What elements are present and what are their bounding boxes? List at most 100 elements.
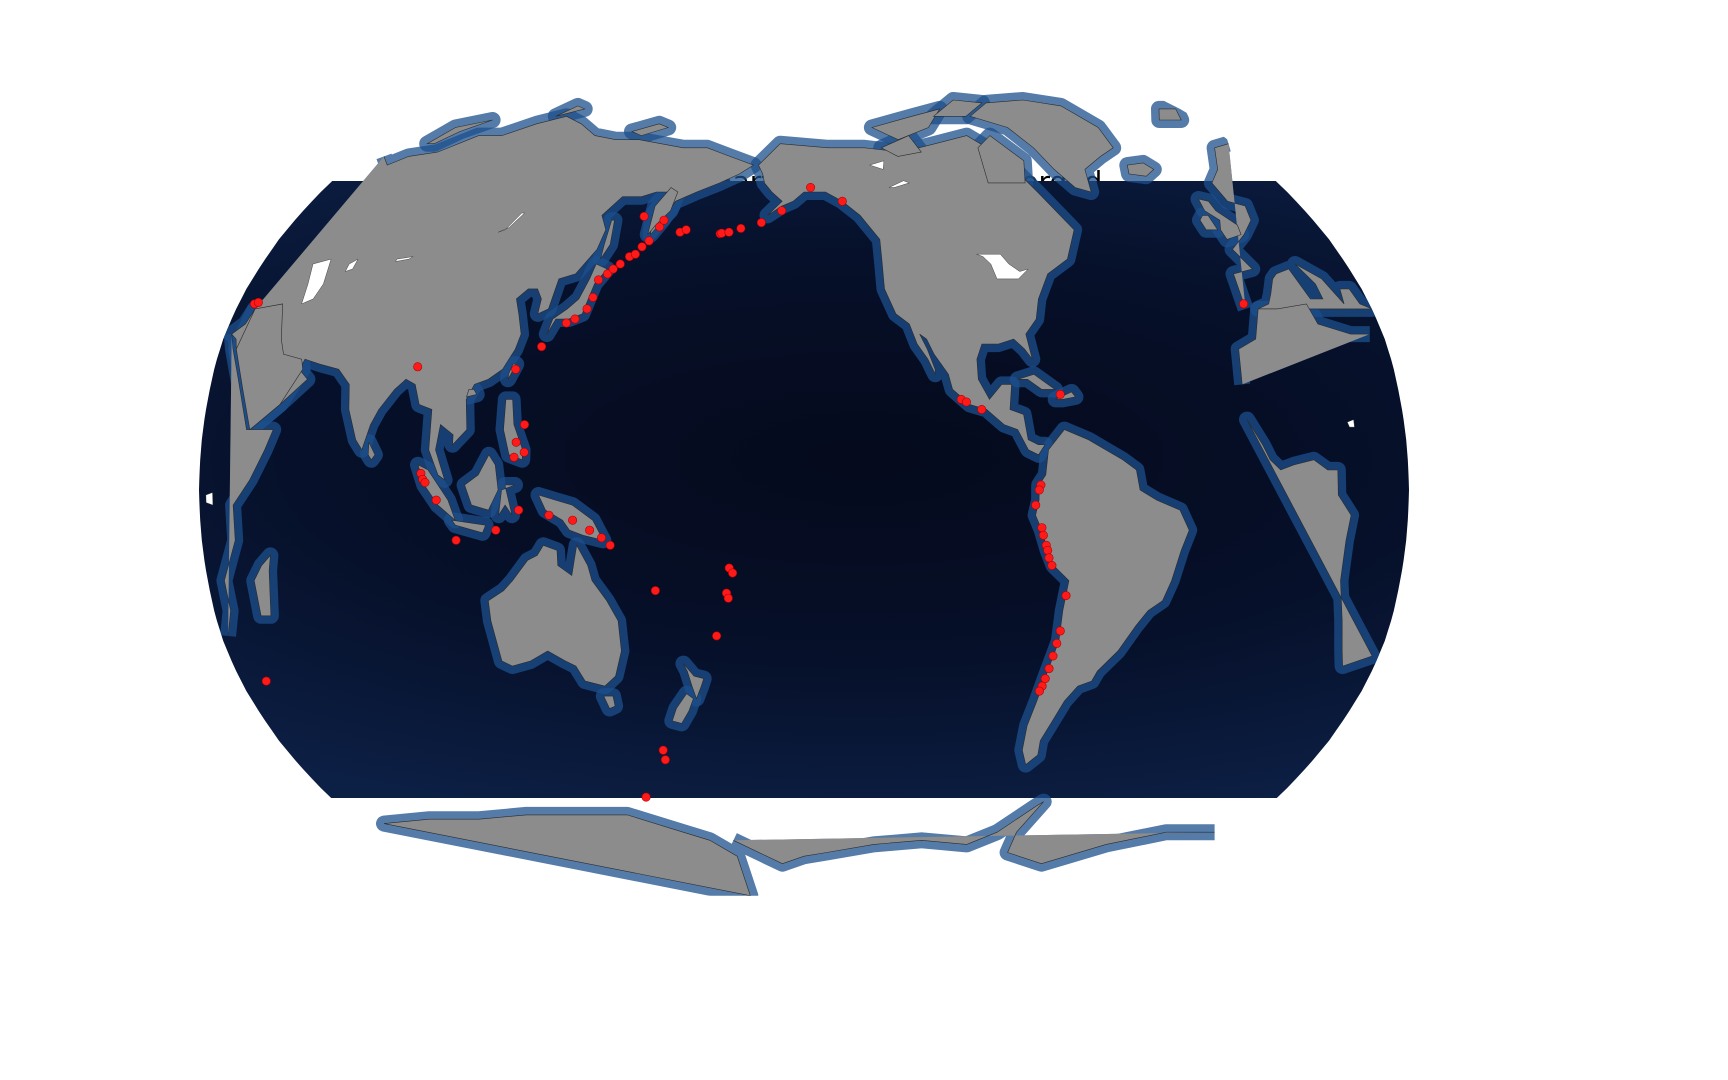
earthquake-marker [1040,674,1050,684]
earthquake-marker [253,297,263,307]
land-hainan [466,389,478,398]
earthquake-marker [1034,485,1044,495]
land-novaya-zemlya [426,119,493,144]
earthquake-marker [641,792,651,802]
lake-lake-baikal [498,212,526,233]
land-madagascar [253,554,272,617]
land-tasmania [603,695,616,709]
land-eurasia [231,115,1372,481]
land-antarctica [383,801,1215,896]
earthquake-marker [1044,664,1054,674]
land-north-america [758,135,1075,456]
earthquake-marker [509,452,519,462]
land-victoria-island [880,135,922,157]
earthquake-marker [1239,299,1249,309]
land-java [451,519,487,534]
earthquake-marker [261,676,271,686]
earthquake-marker [1034,686,1044,696]
earthquake-marker [1052,638,1062,648]
earthquake-marker [544,510,554,520]
lake-lake-chad [1347,419,1355,428]
earthquake-marker [1031,500,1041,510]
earthquake-marker [582,304,592,314]
earthquake-marker [519,420,529,430]
lake-layer [205,160,1355,506]
earthquake-markers [250,183,1249,802]
earthquake-marker [491,525,501,535]
earthquake-marker [724,227,734,237]
earthquake-marker [511,437,521,447]
earthquake-marker [593,275,603,285]
earthquake-marker [451,535,461,545]
land-severnaya [555,105,586,117]
land-ireland [1199,215,1219,231]
earthquake-marker [608,264,618,274]
earthquake-marker [681,225,691,235]
land-sakhalin [600,219,615,260]
land-borneo [464,454,499,511]
earthquake-marker [1038,530,1048,540]
land-svalbard [1158,108,1182,121]
land-baffin-island [977,135,1026,184]
lake-great-lakes [976,254,1029,280]
land-cuba [1017,373,1056,390]
earthquake-marker [1043,545,1053,555]
earthquake-marker [431,495,441,505]
lake-lake-balkhash [395,256,414,262]
earthquake-marker [615,259,625,269]
earthquake-marker [806,183,816,193]
land-great-britain [1197,198,1242,240]
earthquake-marker [420,477,430,487]
earthquake-marker [777,206,787,216]
earthquake-marker [588,292,598,302]
earthquake-marker [659,215,669,225]
land-arabia-patch [235,303,304,431]
earthquake-marker [644,236,654,246]
land-new-zealand-south [671,693,694,724]
earthquake-marker [655,222,665,232]
lake-great-slave [889,180,910,188]
earthquake-marker [723,593,733,603]
lake-lake-victoria [205,492,214,506]
earthquake-marker [413,362,423,372]
earthquake-marker [585,525,595,535]
map-globe [199,92,1409,896]
earthquake-marker [660,755,670,765]
earthquake-marker [639,211,649,221]
earthquake-marker [561,318,571,328]
lake-caspian-sea [301,258,332,305]
earthquake-marker [837,196,847,206]
earthquake-marker [570,314,580,324]
earthquake-marker [658,745,668,755]
lake-aral-sea [344,258,359,272]
earthquake-marker [1061,591,1071,601]
ocean [199,181,1409,798]
land-sulawesi [498,484,516,516]
land-arctic-island-1 [871,108,941,141]
earthquake-marker [1048,651,1058,661]
earthquake-marker [1055,626,1065,636]
earthquake-marker [728,568,738,578]
earthquake-marker [514,505,524,515]
earthquake-marker [736,223,746,233]
earthquake-marker [712,631,722,641]
land-ellesmere [932,99,983,117]
land-sri-lanka [367,442,376,461]
earthquake-marker [961,397,971,407]
earthquake-marker [1044,553,1054,563]
earthquake-marker [1055,389,1065,399]
earthquake-marker [596,533,606,543]
earthquake-marker [568,515,578,525]
earthquake-marker [602,269,612,279]
earthquake-marker [637,242,647,252]
land-australia [487,544,622,687]
land-new-zealand-north [683,663,705,700]
land-iceland [1126,162,1155,177]
earthquake-marker [511,364,521,374]
land-new-siberian [631,123,670,136]
earthquake-marker [519,447,529,457]
earthquake-marker [1037,523,1047,533]
land-africa [224,303,1373,667]
earthquake-marker [605,540,615,550]
